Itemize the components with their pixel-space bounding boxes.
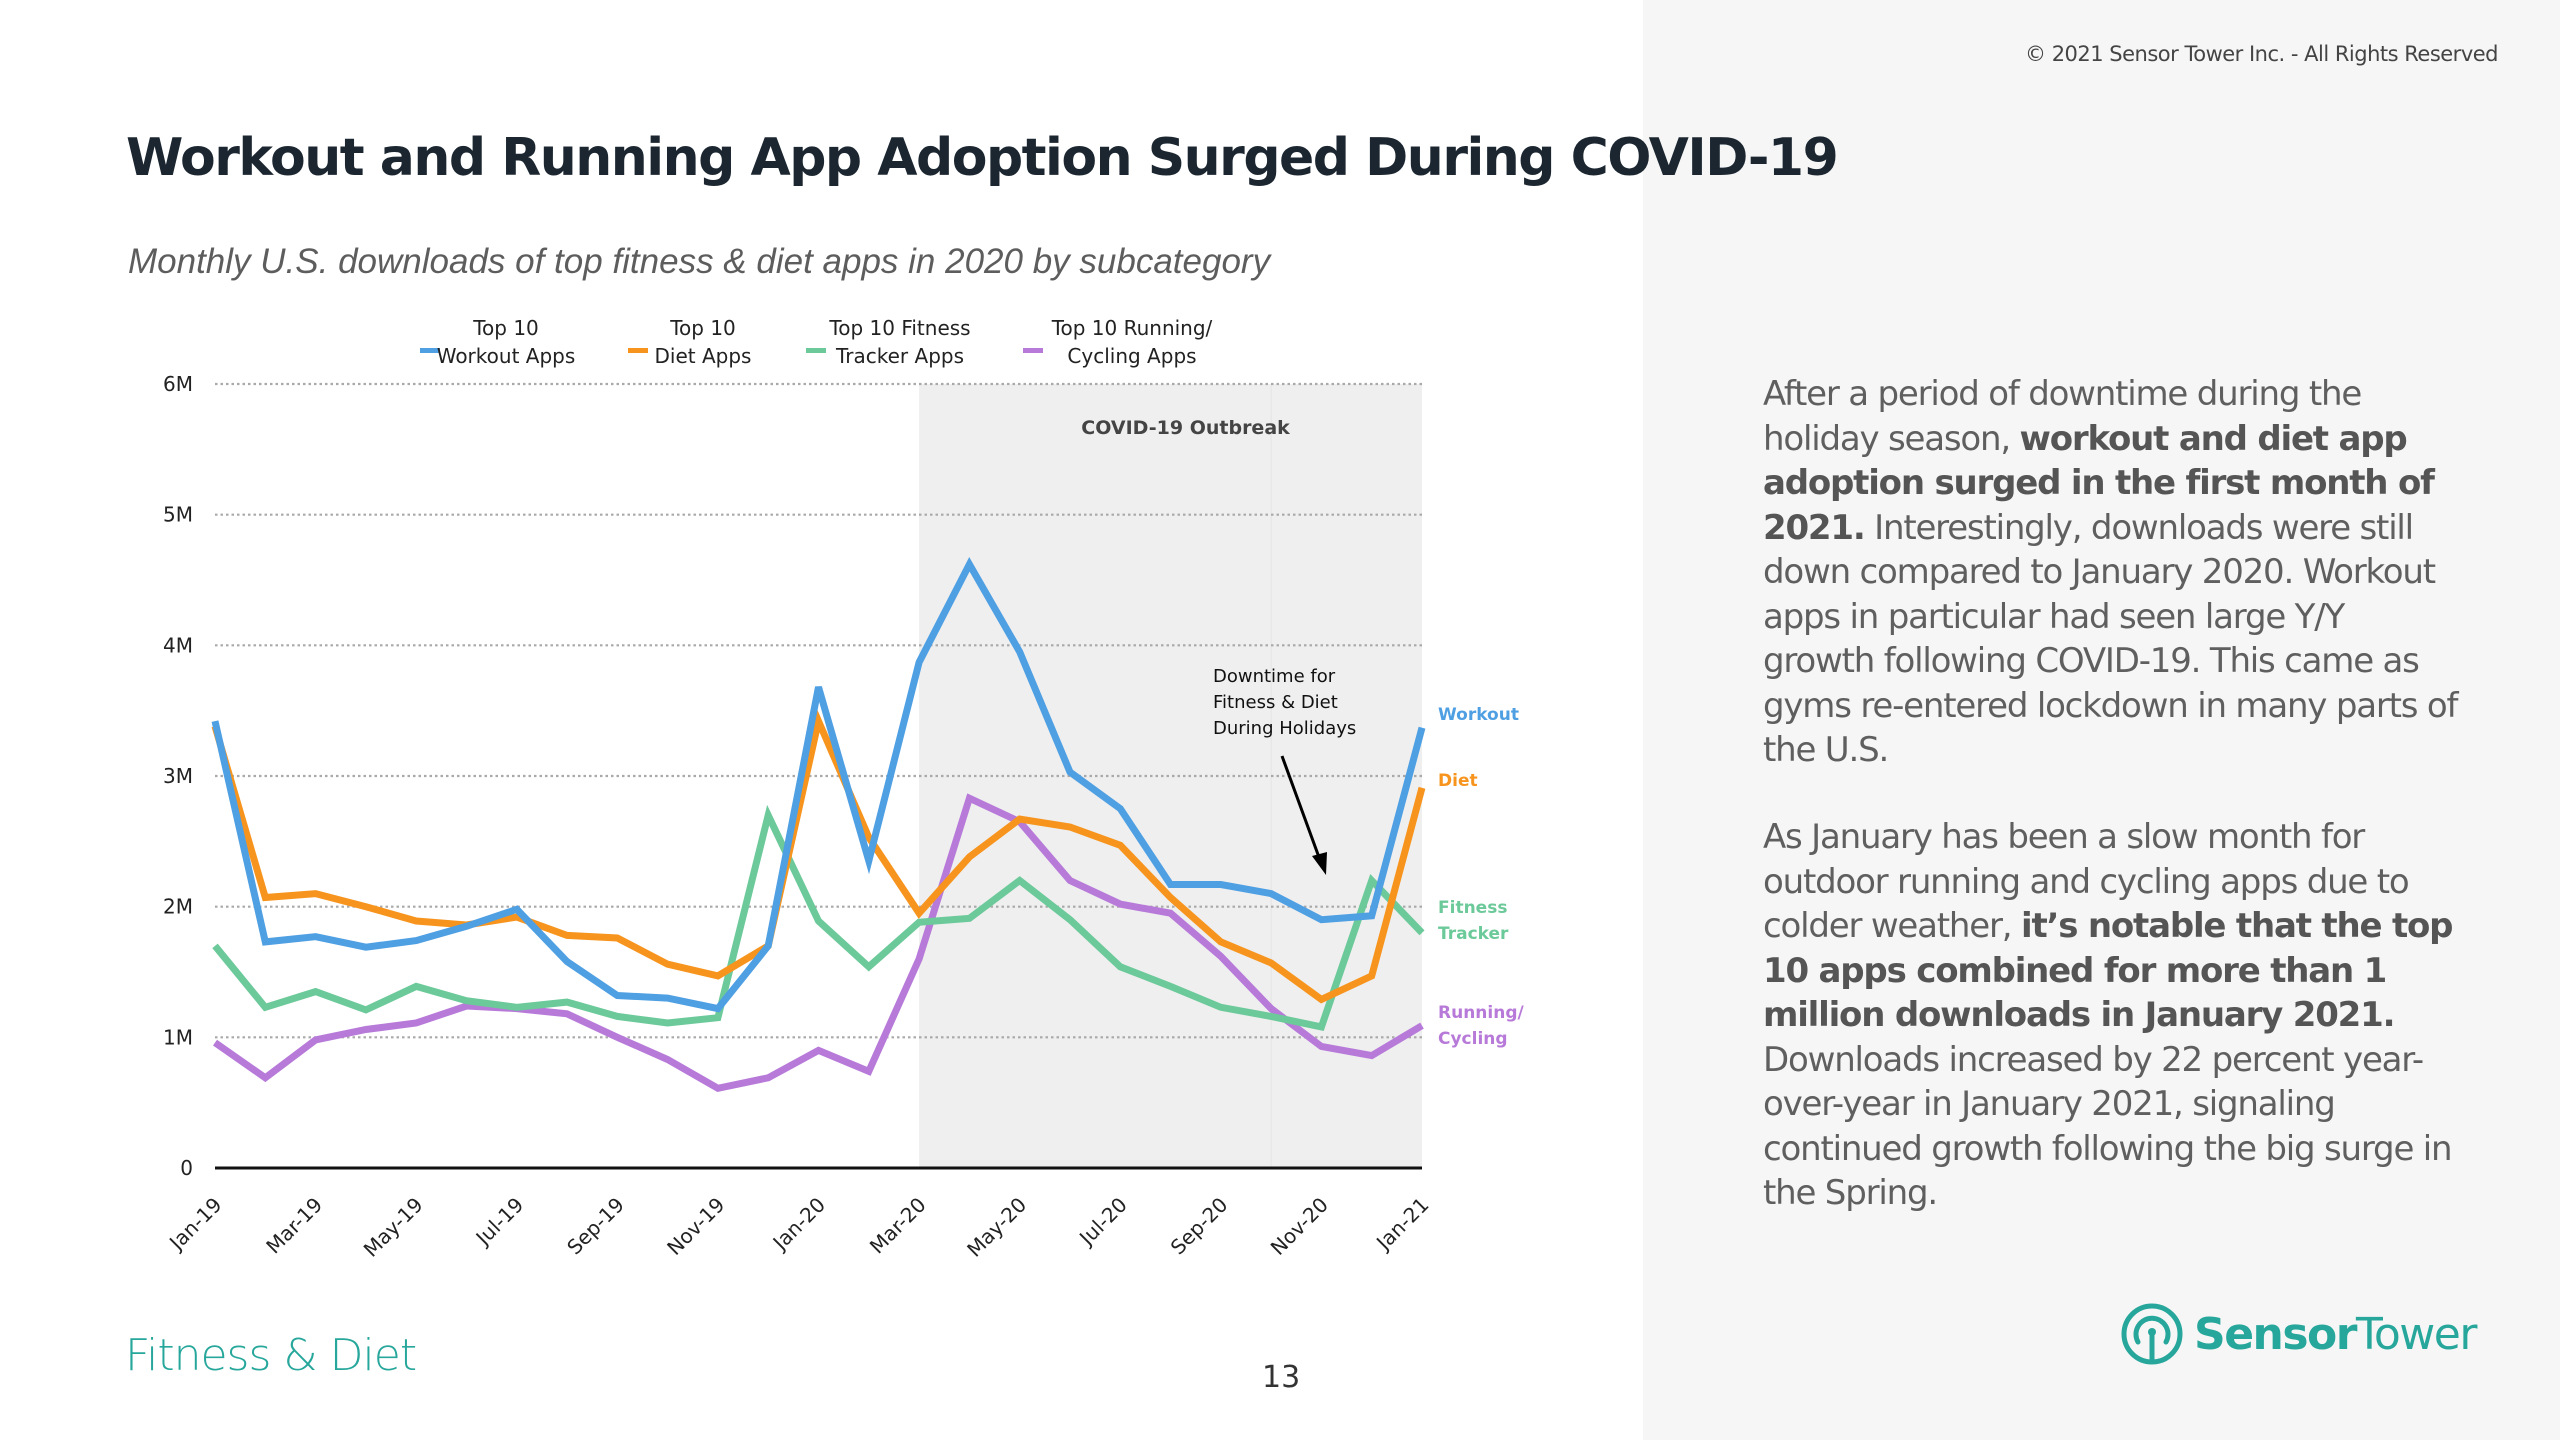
- legend-label-running: Top 10 Running/: [1051, 316, 1213, 340]
- commentary-run: After a period of downtime during the ho…: [1763, 374, 2362, 459]
- legend-swatch-fitness: [806, 348, 826, 353]
- logo-wordmark: SensorTower: [2194, 1308, 2477, 1360]
- downtime-annotation-text: During Holidays: [1213, 718, 1356, 739]
- end-label-fitness: Fitness: [1438, 898, 1507, 918]
- section-label: Fitness & Diet: [125, 1330, 417, 1381]
- y-tick-label: 2M: [163, 895, 193, 919]
- legend-swatch-running: [1023, 348, 1043, 353]
- x-tick-label: Sep-19: [562, 1193, 629, 1260]
- commentary-run: it’s notable that the top 10 apps combin…: [1763, 906, 2454, 1035]
- legend-label-workout: Top 10: [472, 316, 539, 340]
- logo-wordmark-bold: Sensor: [2194, 1308, 2357, 1360]
- covid-outbreak-label: COVID-19 Outbreak: [1081, 417, 1290, 439]
- x-tick-label: Nov-19: [662, 1193, 729, 1260]
- legend-swatch-workout: [420, 348, 440, 353]
- commentary-run: Interestingly, downloads were still down…: [1763, 507, 2458, 771]
- x-tick-label: Jul-19: [470, 1193, 529, 1252]
- x-tick-label: Sep-20: [1166, 1193, 1233, 1260]
- legend-label-diet: Diet Apps: [655, 344, 752, 368]
- x-tick-label: May-19: [359, 1193, 428, 1262]
- y-tick-label: 6M: [163, 372, 193, 396]
- x-tick-label: Jan-20: [767, 1193, 830, 1256]
- copyright-notice: © 2021 Sensor Tower Inc. - All Rights Re…: [2025, 42, 2498, 66]
- legend-label-running: Cycling Apps: [1067, 344, 1196, 368]
- end-label-running: Cycling: [1438, 1029, 1508, 1049]
- y-tick-label: 4M: [163, 633, 193, 657]
- end-label-running: Running/: [1438, 1003, 1524, 1023]
- x-tick-label: Jan-21: [1370, 1193, 1433, 1256]
- commentary-panel: [1643, 0, 2560, 1440]
- line-chart: COVID-19 Outbreak 0 1M 2M 3M 4M 5M 6M Jan-19 Mar…: [163, 316, 1524, 1262]
- logo-wordmark-regular: Tower: [2355, 1308, 2477, 1360]
- legend-label-diet: Top 10: [669, 316, 736, 340]
- end-label-fitness: Tracker: [1438, 924, 1509, 944]
- chart-subtitle: Monthly U.S. downloads of top fitness & …: [128, 242, 1271, 281]
- end-label-diet: Diet: [1438, 771, 1478, 791]
- x-tick-label: Jul-20: [1073, 1193, 1132, 1252]
- downtime-annotation-text: Fitness & Diet: [1213, 692, 1338, 713]
- commentary-paragraph-1: After a period of downtime during the ho…: [1763, 372, 2463, 773]
- legend-swatch-diet: [628, 348, 648, 353]
- x-tick-label: Mar-19: [261, 1193, 327, 1259]
- sensor-tower-logo: SensorTower: [2120, 1302, 2477, 1366]
- y-tick-label: 5M: [163, 503, 193, 527]
- sensor-tower-logo-icon: [2121, 1303, 2183, 1365]
- annotation-arrowhead-icon: [1312, 852, 1327, 875]
- y-tick-label: 0: [180, 1156, 193, 1180]
- commentary-paragraph-2: As January has been a slow month for out…: [1763, 815, 2463, 1216]
- x-tick-label: Mar-20: [865, 1193, 931, 1259]
- commentary-run: workout and diet app adoption surged in …: [1763, 418, 2435, 548]
- page-number: 13: [1262, 1360, 1301, 1395]
- x-tick-label: May-20: [962, 1193, 1031, 1262]
- downtime-annotation-text: Downtime for: [1213, 666, 1336, 687]
- end-label-workout: Workout: [1438, 705, 1519, 725]
- y-tick-label: 1M: [163, 1025, 193, 1049]
- commentary-run: As January has been a slow month for out…: [1763, 817, 2410, 946]
- legend-label-fitness: Tracker Apps: [835, 344, 964, 368]
- x-tick-label: Jan-19: [163, 1193, 226, 1256]
- legend-label-workout: Workout Apps: [437, 344, 576, 368]
- page-title: Workout and Running App Adoption Surged …: [126, 128, 1839, 188]
- annotation-arrow-line: [1280, 755, 1322, 861]
- legend-label-fitness: Top 10 Fitness: [828, 316, 970, 340]
- commentary-run: Downloads increased by 22 percent year-o…: [1763, 1039, 2453, 1214]
- x-tick-label: Nov-20: [1266, 1193, 1333, 1260]
- y-tick-label: 3M: [163, 764, 193, 788]
